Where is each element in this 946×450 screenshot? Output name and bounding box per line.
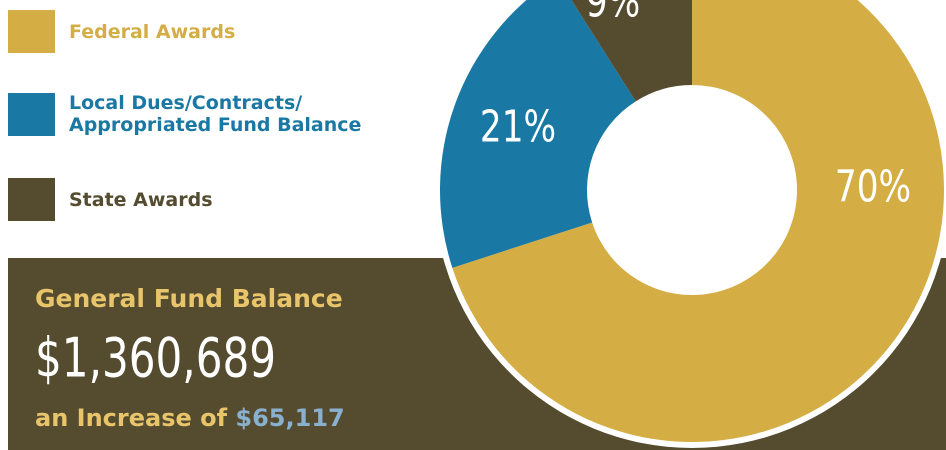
donut-slice [571,0,692,102]
legend-label: Federal Awards [69,20,236,43]
legend-item: State Awards [8,178,399,221]
increase-prefix: an Increase of [35,404,228,432]
legend-item: Federal Awards [8,10,399,53]
donut-slice [452,0,945,442]
panel-title: General Fund Balance [35,284,343,313]
slice-label: 70% [835,162,911,213]
donut-slice [440,0,636,268]
legend-label: State Awards [69,188,213,211]
legend-swatch [8,10,55,53]
slice-label: 9% [586,0,640,28]
panel-increase: an Increase of $65,117 [35,404,345,432]
legend-label: Local Dues/Contracts/ Appropriated Fund … [69,92,362,136]
increase-value: $65,117 [235,404,344,432]
legend-item: Local Dues/Contracts/ Appropriated Fund … [8,92,389,136]
slice-label: 21% [480,102,556,153]
legend-swatch [8,178,55,221]
legend-swatch [8,92,55,136]
panel-amount: $1,360,689 [35,327,276,389]
